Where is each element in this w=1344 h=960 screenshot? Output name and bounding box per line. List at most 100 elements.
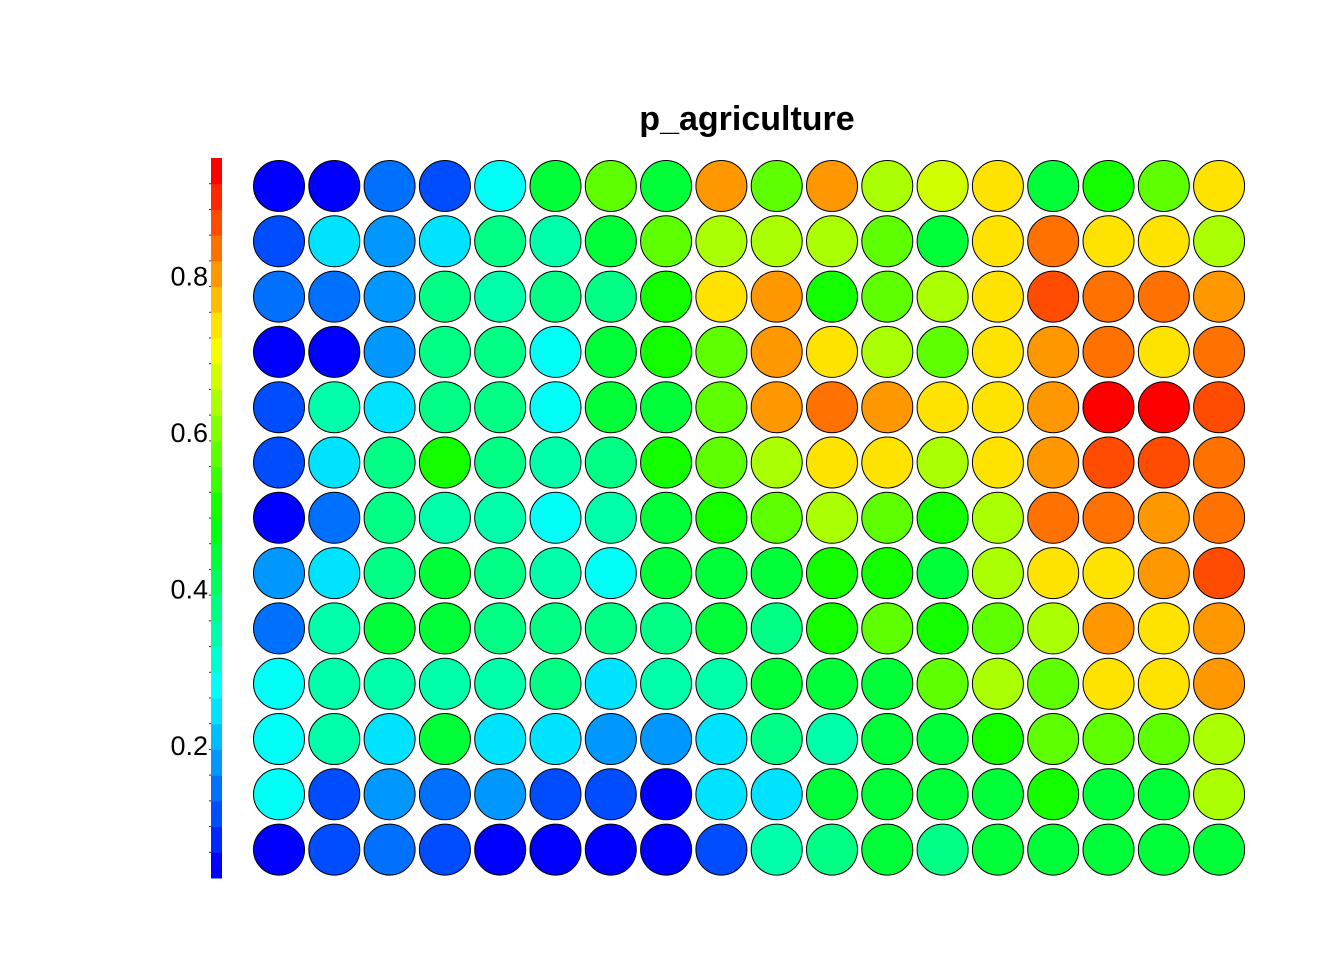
heatmap-cell xyxy=(695,547,748,600)
heatmap-cell xyxy=(363,160,416,212)
heatmap-cell xyxy=(971,436,1024,489)
heatmap-cell xyxy=(529,160,582,212)
heatmap-cell xyxy=(584,160,637,212)
heatmap-cell xyxy=(418,823,471,876)
heatmap-cell xyxy=(640,381,693,434)
heatmap-cell xyxy=(584,823,637,876)
heatmap-cell xyxy=(916,436,969,489)
heatmap-cell xyxy=(1193,547,1246,600)
heatmap-cell xyxy=(861,160,914,212)
heatmap-cell xyxy=(1137,325,1190,378)
heatmap-cell xyxy=(1027,602,1080,655)
heatmap-cell xyxy=(971,602,1024,655)
heatmap-cell xyxy=(971,547,1024,600)
heatmap-cell xyxy=(584,215,637,268)
colorbar-level xyxy=(211,775,222,802)
heatmap-cell xyxy=(529,547,582,600)
heatmap-cell xyxy=(640,657,693,710)
heatmap-cell xyxy=(1082,215,1135,268)
heatmap-cell xyxy=(1027,270,1080,323)
heatmap-cell xyxy=(474,768,527,821)
heatmap-cell xyxy=(1137,160,1190,212)
heatmap-cell xyxy=(308,325,361,378)
heatmap-cell xyxy=(1193,381,1246,434)
heatmap-cell xyxy=(1027,657,1080,710)
heatmap-cell xyxy=(474,602,527,655)
heatmap-cell xyxy=(1193,823,1246,876)
heatmap-cell xyxy=(308,823,361,876)
colorbar-level xyxy=(211,492,222,519)
heatmap-cell xyxy=(750,325,803,378)
colorbar-level xyxy=(211,800,222,828)
heatmap-cell xyxy=(806,547,858,600)
heatmap-cell xyxy=(861,215,914,268)
heatmap-cell xyxy=(861,381,914,434)
heatmap-cell xyxy=(695,270,748,323)
colorbar-level xyxy=(211,440,222,468)
colorbar-level xyxy=(211,260,222,288)
heatmap-cell xyxy=(584,713,637,765)
heatmap-cell xyxy=(750,547,803,600)
heatmap-cell xyxy=(695,381,748,434)
heatmap-cell xyxy=(1193,215,1246,268)
heatmap-cell xyxy=(1137,547,1190,600)
heatmap-cell xyxy=(695,768,748,821)
heatmap-cell xyxy=(474,270,527,323)
heatmap-cell xyxy=(418,713,471,765)
heatmap-cell xyxy=(640,547,693,600)
heatmap-cell xyxy=(253,602,305,655)
heatmap-cell xyxy=(529,381,582,434)
colorbar-level xyxy=(211,620,222,648)
heatmap-cell xyxy=(529,768,582,821)
colorbar-level xyxy=(211,363,222,390)
heatmap-cell xyxy=(695,657,748,710)
heatmap-cell xyxy=(1082,325,1135,378)
heatmap-cell xyxy=(584,325,637,378)
heatmap-cell xyxy=(1082,713,1135,765)
heatmap-cell xyxy=(750,160,803,212)
heatmap-cell xyxy=(308,270,361,323)
heatmap-cell xyxy=(308,768,361,821)
heatmap-cell xyxy=(640,270,693,323)
heatmap-cell xyxy=(474,547,527,600)
heatmap-cell xyxy=(253,160,305,212)
heatmap-cell xyxy=(363,436,416,489)
heatmap-cell xyxy=(806,381,858,434)
heatmap-cell xyxy=(308,436,361,489)
colorbar-level xyxy=(211,749,222,776)
heatmap-cell xyxy=(971,768,1024,821)
heatmap-cell xyxy=(750,713,803,765)
heatmap-cell xyxy=(418,381,471,434)
heatmap-cell xyxy=(253,768,305,821)
heatmap-cell xyxy=(363,215,416,268)
heatmap-cell xyxy=(806,602,858,655)
heatmap-cell xyxy=(861,823,914,876)
heatmap-cell xyxy=(1027,491,1080,544)
heatmap-cell xyxy=(308,160,361,212)
heatmap-cell xyxy=(861,547,914,600)
heatmap-cell xyxy=(1137,657,1190,710)
heatmap-cell xyxy=(529,713,582,765)
colorbar-level xyxy=(211,672,222,699)
heatmap-cell xyxy=(253,823,305,876)
heatmap-cell xyxy=(916,602,969,655)
colorbar-level xyxy=(211,183,222,210)
heatmap-cell xyxy=(1193,491,1246,544)
colorbar-level xyxy=(211,543,222,570)
colorbar-level xyxy=(211,466,222,493)
heatmap-cell xyxy=(1137,491,1190,544)
heatmap-cell xyxy=(418,215,471,268)
heatmap-cell xyxy=(474,823,527,876)
colorbar-tick-label: 0.8 xyxy=(170,261,208,291)
heatmap-cell xyxy=(806,491,858,544)
heatmap-cell xyxy=(418,547,471,600)
heatmap-cell xyxy=(584,602,637,655)
heatmap-cell xyxy=(695,713,748,765)
heatmap-cell xyxy=(363,381,416,434)
heatmap-cell xyxy=(1082,823,1135,876)
heatmap-cell xyxy=(253,547,305,600)
heatmap-cell xyxy=(529,436,582,489)
heatmap-cell xyxy=(861,713,914,765)
heatmap-cell xyxy=(1193,436,1246,489)
colorbar-level xyxy=(211,389,222,416)
